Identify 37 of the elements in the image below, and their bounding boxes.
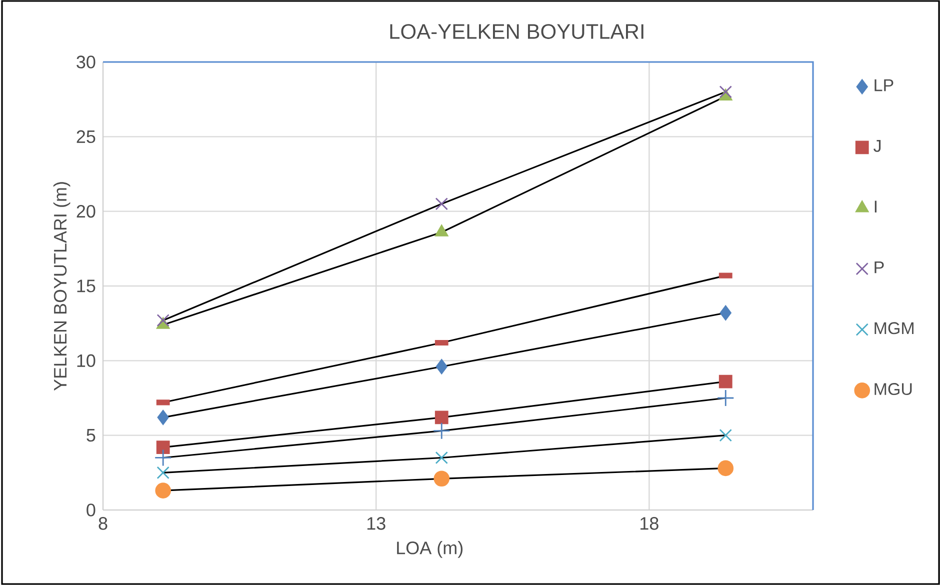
point [434,470,450,487]
point [716,389,734,407]
point [154,449,172,466]
point [718,374,732,388]
point [157,410,169,425]
y-tick-label: 30 [76,56,96,68]
point [718,460,734,476]
point [156,466,170,480]
point [719,86,732,98]
y-tick-label: 15 [77,280,96,292]
legend-label: P [874,261,884,274]
point [432,422,450,440]
point [156,440,170,454]
y-tick-label: 25 [76,130,96,144]
point [156,314,170,327]
legend-label: LP [874,79,894,92]
x-tick-label: 13 [367,517,386,530]
point [155,482,171,498]
x-tick-label: 8 [98,517,108,530]
point [435,198,448,210]
point [435,451,448,464]
point [434,410,448,424]
chart-title: LOA-YELKEN BOYUTLARI [390,24,644,39]
legend-label: MGM [874,322,914,334]
point [719,428,732,442]
legend-label: J [874,140,881,152]
y-tick-label: 10 [77,354,96,368]
y-axis-title: YELKEN BOYUTLARI (m) [53,182,70,391]
x-axis-title: LOA (m) [397,541,462,558]
legend-label: MGU [874,383,912,396]
x-tick-label: 18 [640,517,658,530]
point [436,359,448,374]
y-tick-label: 0 [86,504,96,516]
y-tick-label: 5 [86,429,96,442]
point [720,305,732,320]
legend-label: I [874,200,876,212]
y-tick-label: 20 [76,204,96,218]
